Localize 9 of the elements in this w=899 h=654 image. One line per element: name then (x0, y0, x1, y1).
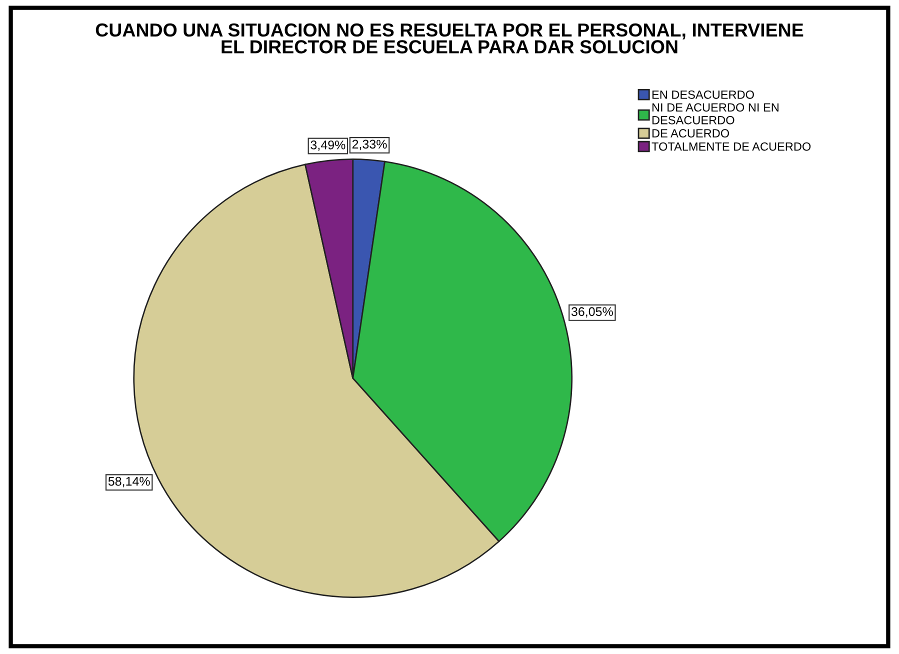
data-label: 58,14% (108, 476, 150, 488)
legend-label: TOTALMENTE DE ACUERDO (652, 142, 811, 151)
legend-label: EN DESACUERDO (652, 90, 754, 99)
data-label: 36,05% (571, 307, 613, 318)
legend-label: NI DE ACUERDO NI EN DESACUERDO (652, 103, 778, 124)
chart-title: CUANDO UNA SITUACION NO ES RESUELTA POR EL PERSONAL, INTERVIENE EL DIRECTOR DE ESCUELA PARA DAR SOLUCION (96, 23, 804, 54)
legend-label: DE ACUERDO (652, 129, 730, 138)
data-label: 3,49% (310, 140, 346, 151)
data-label: 2,33% (352, 140, 387, 150)
